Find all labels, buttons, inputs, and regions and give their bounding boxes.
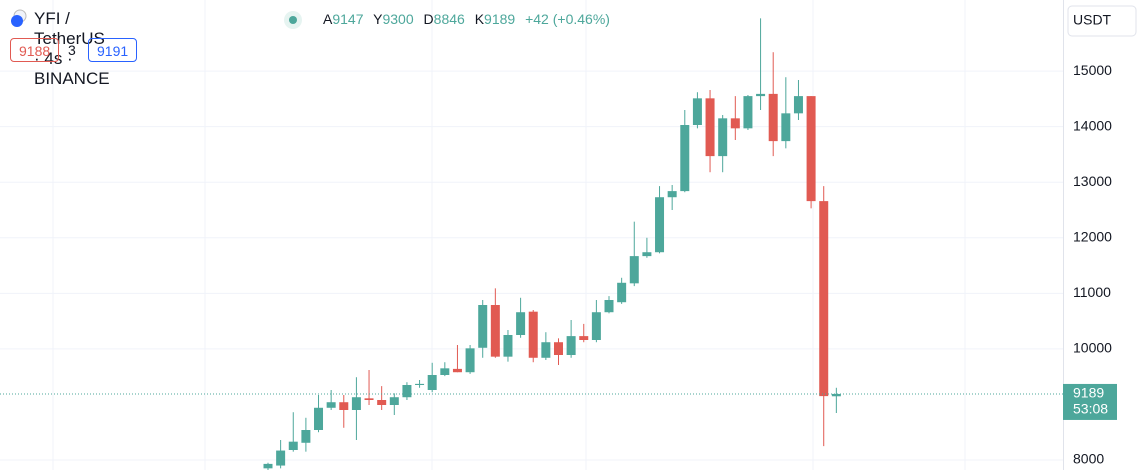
candle-body [452, 368, 462, 373]
candle-body [351, 397, 361, 410]
last-price-box [1063, 383, 1117, 420]
ohlc: A9147 Y9300 D8846 K9189 +42 (+0.46%) [323, 11, 616, 27]
y-tick-label: 15000 [1073, 62, 1112, 78]
y-tick-label: 11000 [1073, 284, 1111, 300]
candle-body [478, 305, 488, 348]
candle-body [756, 93, 766, 97]
candle-body [503, 335, 513, 357]
y-tick-label: 14000 [1073, 117, 1112, 133]
low-label: D [423, 11, 434, 27]
candle-body [730, 118, 740, 129]
buy-button[interactable]: 9191 [88, 38, 138, 62]
candle-body [705, 98, 715, 157]
y-tick-label: 13000 [1073, 173, 1112, 189]
symbol-icon [11, 9, 27, 27]
open-value: 9147 [332, 11, 364, 27]
candle-body [427, 375, 437, 390]
candle-body [288, 441, 298, 450]
candle-body [314, 407, 324, 430]
candle-body [276, 450, 286, 466]
candle-body [768, 93, 778, 142]
change: +42 (+0.46%) [525, 11, 610, 27]
close-label: K [474, 11, 485, 27]
symbol: YFI / TetherUS · 4s · BINANCE [34, 9, 110, 88]
high-label: Y [373, 11, 383, 27]
high-value: 9300 [382, 11, 414, 27]
candle-body [591, 312, 601, 340]
candle-body [692, 98, 702, 125]
candle-body [440, 368, 450, 375]
candle-body [490, 305, 500, 357]
candle-body [629, 256, 639, 284]
candle-body [831, 393, 841, 397]
candle-body [377, 400, 387, 405]
y-tick-label: 12000 [1073, 228, 1112, 244]
candle-body [743, 96, 753, 129]
candle-body [339, 402, 349, 410]
candle-body [655, 197, 665, 253]
candle-body [793, 96, 803, 114]
candle-body [528, 311, 538, 358]
open-label: A [323, 11, 333, 27]
candle-body [415, 383, 425, 385]
candle-body [465, 348, 475, 373]
candle-body [579, 336, 589, 340]
spread: 3 [68, 42, 76, 58]
candle-body [263, 463, 273, 469]
countdown: 53:08 [1073, 401, 1108, 417]
candle-body [819, 201, 829, 397]
y-tick-label: 10000 [1073, 340, 1112, 356]
candle-body [604, 300, 614, 313]
y-tick-label: 8000 [1073, 451, 1104, 467]
currency-button[interactable] [1067, 5, 1137, 37]
currency[interactable]: USDT [1073, 12, 1112, 28]
candle-body [566, 336, 576, 355]
last-price-label: 9189 [1073, 385, 1104, 401]
candle-body [364, 398, 374, 400]
candle-body [680, 125, 690, 192]
sell-button[interactable]: 9188 [10, 38, 60, 62]
candle-body [617, 282, 627, 303]
candle-body [389, 397, 399, 405]
candle-body [326, 402, 336, 408]
candle-body [667, 191, 677, 198]
candle-body [553, 342, 563, 355]
close-value: 9189 [484, 11, 516, 27]
candle-body [402, 385, 412, 398]
low-value: 8846 [433, 11, 465, 27]
candle-body [642, 252, 652, 257]
vertical-grid [52, 0, 966, 470]
candle-body [301, 430, 311, 443]
candle-body [718, 118, 728, 157]
candle-body [516, 312, 526, 335]
status-dot [289, 16, 297, 24]
candle-body [541, 342, 551, 358]
candle-body [806, 96, 816, 202]
candle-body [781, 113, 791, 142]
